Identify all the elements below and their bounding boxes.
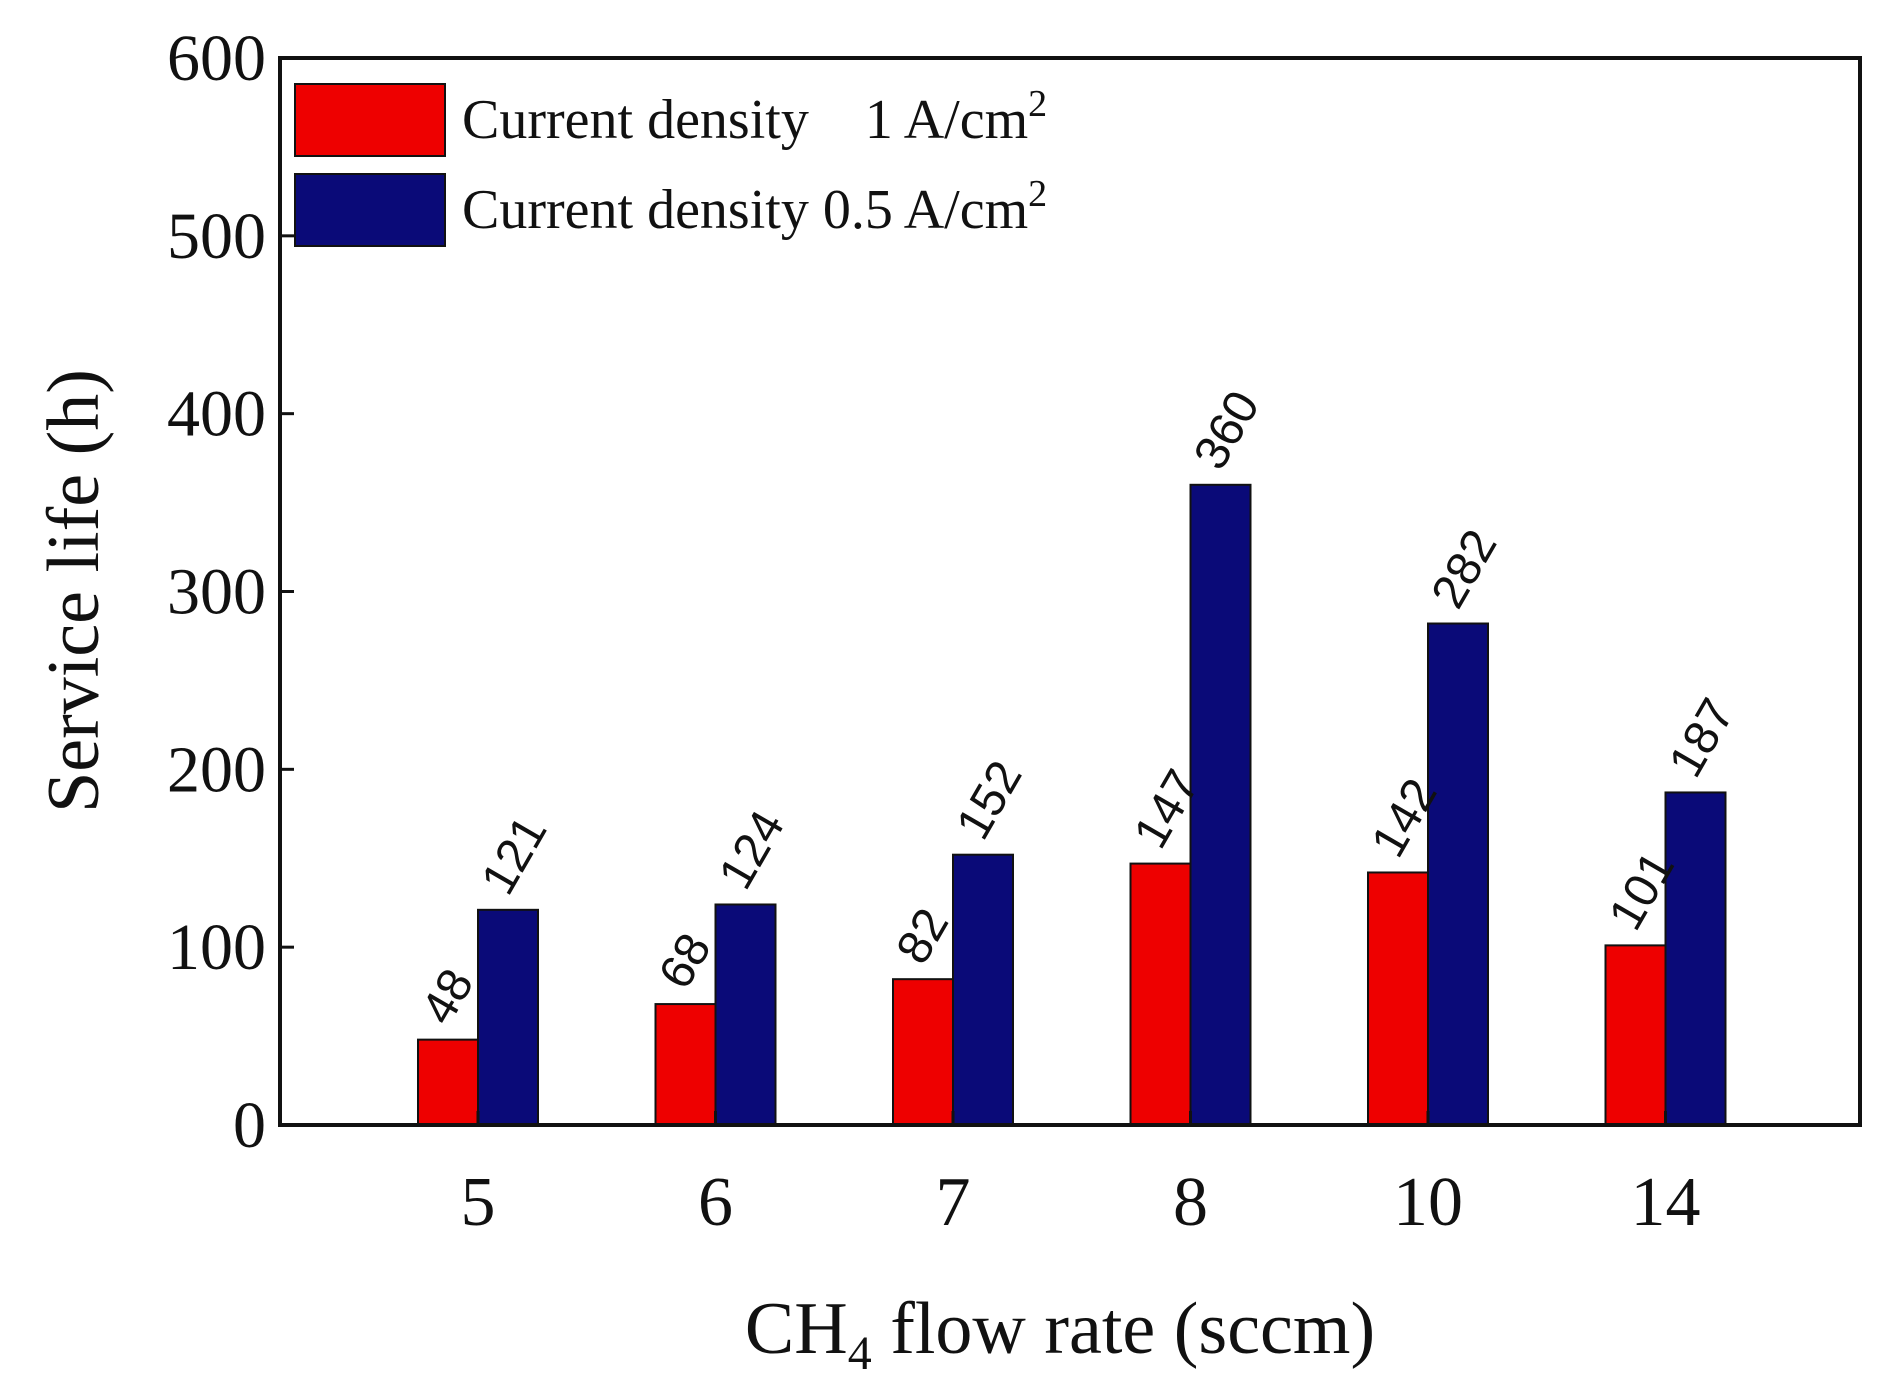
- legend-swatch-series-2: [294, 173, 446, 247]
- bar-series-1: [1129, 862, 1192, 1127]
- x-tick-label: 6: [698, 1164, 733, 1241]
- legend-label-series-2: Current density 0.5 A/cm2: [462, 173, 1047, 241]
- x-axis-title: CH4 flow rate (sccm): [745, 1288, 1375, 1380]
- bar-series-1: [892, 978, 954, 1127]
- legend-label-series-1: Current density 1 A/cm2: [462, 83, 1047, 151]
- y-tick-label: 400: [167, 378, 266, 451]
- legend-label-text: Current density 1 A/cm: [462, 89, 1028, 151]
- bar-series-2: [714, 903, 777, 1127]
- x-tick-label: 7: [936, 1164, 971, 1241]
- y-tick-label: 0: [233, 1089, 266, 1162]
- y-tick-label: 100: [167, 911, 266, 984]
- bars-layer: [417, 483, 1727, 1127]
- y-tick-label: 500: [167, 200, 266, 273]
- y-tick-label: 600: [167, 22, 266, 95]
- data-label-series-1: 48: [412, 960, 485, 1033]
- x-tick-label: 10: [1393, 1164, 1463, 1241]
- bar-series-2: [1664, 791, 1727, 1126]
- data-label-series-1: 82: [887, 900, 960, 973]
- data-label-series-1: 68: [649, 925, 722, 998]
- bar-series-1: [654, 1003, 717, 1126]
- data-label-series-2: 360: [1184, 382, 1270, 478]
- bar-series-1: [1367, 871, 1429, 1127]
- legend-label-superscript: 2: [1028, 83, 1047, 125]
- bar-series-2: [477, 908, 539, 1126]
- y-axis: 0 100 200 300 400 500 600: [167, 22, 294, 1162]
- x-axis-title-subscript: 4: [848, 1327, 872, 1380]
- data-label-series-2: 282: [1422, 521, 1508, 617]
- data-label-series-2: 121: [472, 807, 558, 903]
- legend-label-text: Current density 0.5 A/cm: [462, 179, 1028, 241]
- bar-series-2: [1427, 622, 1489, 1126]
- y-tick-label: 300: [167, 556, 266, 629]
- y-axis-title: Service life (h): [33, 369, 115, 813]
- legend-label-superscript: 2: [1028, 173, 1047, 215]
- bar-series-2: [1189, 483, 1252, 1126]
- x-axis: 5 6 7 8 10 14: [461, 1111, 1701, 1241]
- x-axis-title-prefix: CH: [745, 1288, 848, 1370]
- legend-swatch-series-1: [294, 83, 446, 157]
- x-axis-title-suffix: flow rate (sccm): [872, 1288, 1375, 1370]
- x-tick-label: 8: [1173, 1164, 1208, 1241]
- bar-series-2: [952, 853, 1014, 1127]
- y-tick-label: 200: [167, 733, 266, 806]
- data-label-series-2: 124: [709, 802, 795, 898]
- data-label-series-2: 152: [947, 752, 1033, 848]
- x-tick-label: 14: [1631, 1164, 1701, 1241]
- bar-series-1: [417, 1038, 479, 1127]
- data-label-series-2: 187: [1659, 690, 1745, 786]
- x-tick-label: 5: [461, 1164, 496, 1241]
- bar-series-1: [1604, 944, 1667, 1126]
